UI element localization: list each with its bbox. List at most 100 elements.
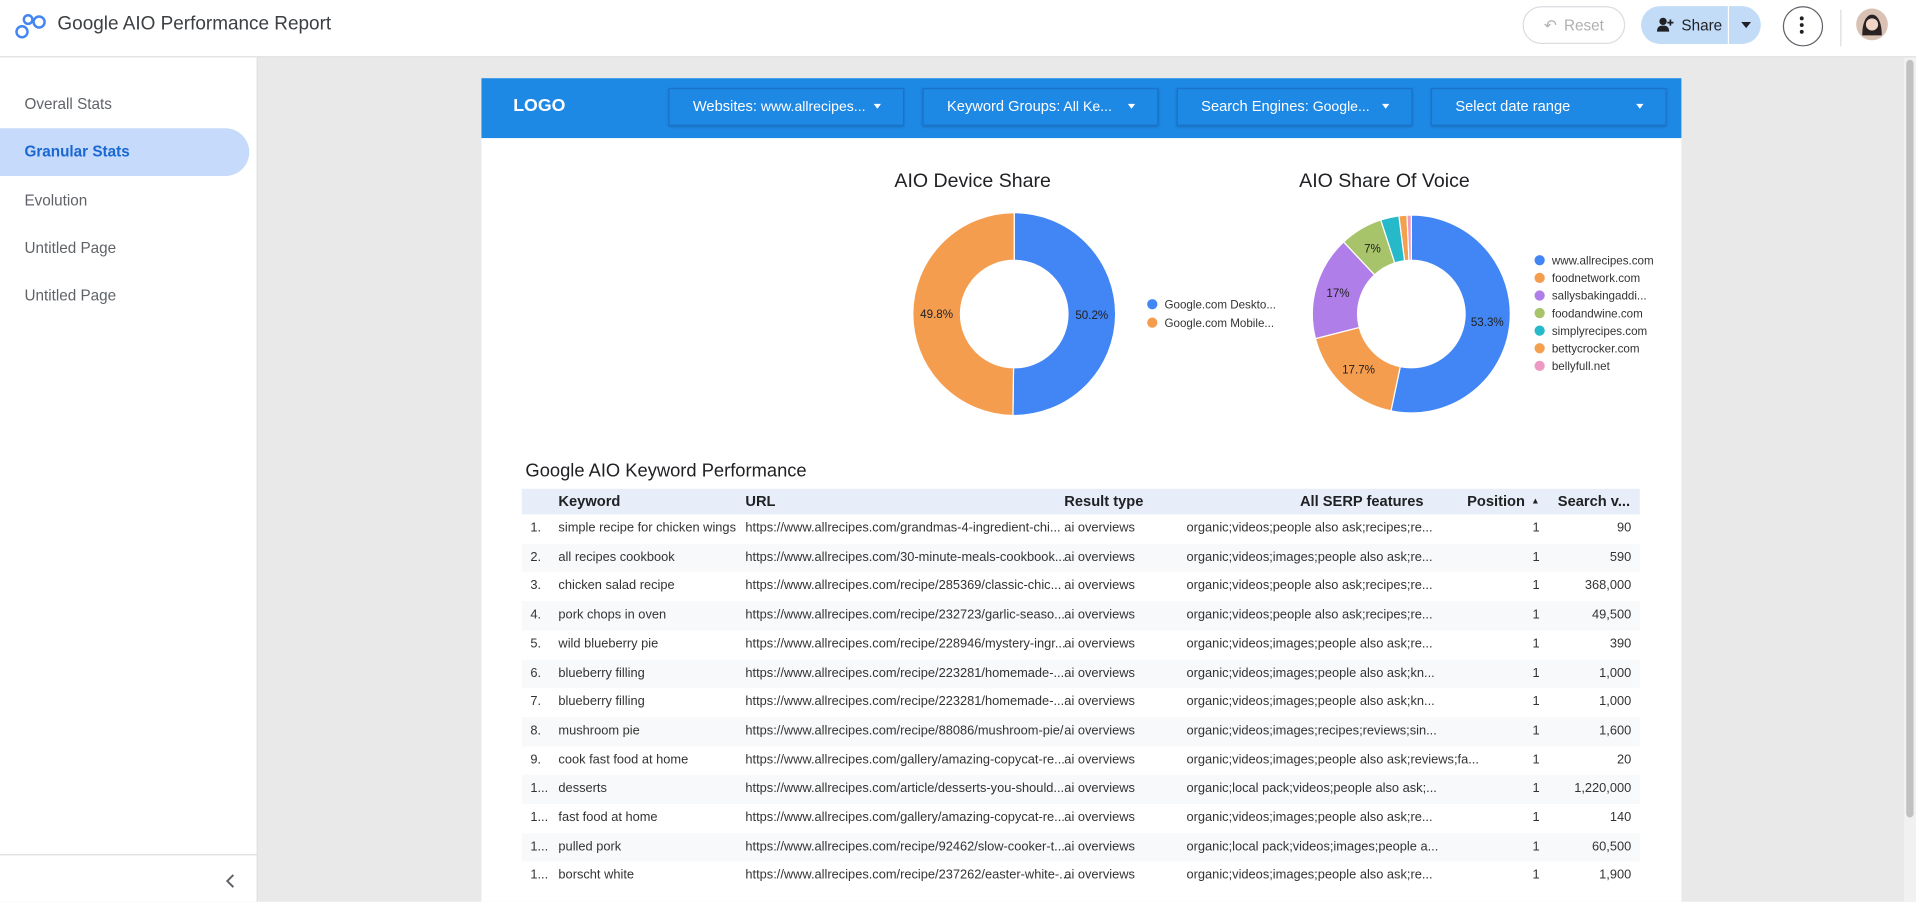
pie-slice[interactable] — [1406, 214, 1412, 261]
table-cell: ai overviews — [1064, 549, 1135, 565]
sidebar-footer — [0, 854, 257, 902]
legend-label[interactable]: Google.com Mobile... — [1165, 317, 1275, 330]
table-row[interactable]: 6. blueberry filling https://www.allrecipe… — [521, 659, 1640, 689]
legend-label[interactable]: foodnetwork.com — [1552, 272, 1640, 285]
legend-swatch — [1147, 299, 1158, 310]
table-cell: 1 — [1532, 636, 1540, 652]
table-cell: https://www.allrecipes.com/article/desse… — [745, 781, 1065, 796]
column-header[interactable]: Result type — [1064, 492, 1144, 510]
table-cell: borscht white — [558, 868, 635, 883]
table-cell: organic;videos;people also ask;recipes;r… — [1186, 578, 1433, 594]
table-row[interactable]: 1... desserts https://www.allrecipes.com/a… — [521, 775, 1640, 805]
logo: LOGO — [513, 96, 566, 117]
legend-label[interactable]: simplyrecipes.com — [1552, 325, 1647, 338]
table-cell: organic;videos;images;people also ask;re… — [1186, 752, 1479, 767]
column-header[interactable]: Position — [1467, 492, 1525, 510]
table-row[interactable]: 8. mushroom pie https://www.allrecipes.com… — [521, 717, 1640, 747]
table-cell: https://www.allrecipes.com/recipe/285369… — [745, 578, 1062, 594]
table-cell: ai overviews — [1064, 665, 1135, 681]
legend-label[interactable]: sallysbakingaddi... — [1552, 290, 1647, 303]
table-cell: organic;videos;people also ask;recipes;r… — [1186, 607, 1433, 623]
pie-slice[interactable] — [1390, 214, 1511, 414]
table-cell: cook fast food at home — [558, 752, 689, 767]
pie-slice[interactable] — [1012, 212, 1117, 417]
table-cell: 390 — [1609, 636, 1632, 652]
table-row[interactable]: 1... borscht white https://www.allrecipes.… — [521, 861, 1640, 891]
column-header[interactable]: All SERP features — [1299, 492, 1424, 510]
table-cell: 1 — [1532, 839, 1540, 854]
chart-title: AIO Share Of Voice — [1299, 170, 1470, 192]
filter-dropdown[interactable]: Select date range — [1430, 87, 1667, 126]
table-cell: https://www.allrecipes.com/recipe/223281… — [745, 665, 1065, 681]
table-row[interactable]: 1... fast food at home https://www.allreci… — [521, 804, 1640, 833]
filter-dropdown[interactable]: Keyword Groups: All Ke... — [922, 87, 1159, 126]
share-button[interactable]: Share — [1641, 6, 1761, 44]
legend-swatch — [1147, 317, 1158, 328]
table-row[interactable]: 3. chicken salad recipe https://www.allrec… — [521, 572, 1640, 602]
legend-swatch — [1534, 307, 1545, 319]
legend-label[interactable]: bellyfull.net — [1552, 360, 1611, 373]
table-row[interactable]: 1. simple recipe for chicken wings https:/… — [521, 514, 1640, 544]
table-cell: https://www.allrecipes.com/recipe/88086/… — [745, 723, 1064, 738]
share-icon — [1656, 17, 1674, 32]
pie-slice[interactable] — [912, 212, 1015, 417]
nav-item[interactable]: Untitled Page — [24, 239, 117, 257]
table-cell: ai overviews — [1064, 752, 1135, 767]
table-cell: ai overviews — [1064, 868, 1135, 883]
scrollbar[interactable] — [1903, 57, 1916, 902]
nav-item[interactable]: Evolution — [24, 191, 88, 209]
table-cell: ai overviews — [1064, 839, 1135, 854]
table-row[interactable]: 5. wild blueberry pie https://www.allrecip… — [521, 630, 1640, 660]
column-header[interactable]: Search v... — [1557, 492, 1631, 510]
app-logo — [15, 14, 46, 39]
nav-item[interactable]: Granular Stats — [0, 128, 250, 177]
table-cell: 1 — [1532, 549, 1540, 565]
table-cell: desserts — [558, 781, 607, 796]
table-row[interactable]: 7. blueberry filling https://www.allrecipe… — [521, 688, 1640, 718]
legend-swatch — [1534, 272, 1545, 284]
filter-label: Keyword Groups: — [947, 97, 1061, 115]
table-cell: 1... — [530, 810, 549, 825]
table-cell: 140 — [1609, 810, 1632, 825]
table-row[interactable]: 1... pulled pork https://www.allrecipes.co… — [521, 832, 1640, 862]
table-cell: https://www.allrecipes.com/30-minute-mea… — [745, 549, 1066, 565]
table-cell: https://www.allrecipes.com/gallery/amazi… — [745, 810, 1065, 825]
collapse-button[interactable] — [222, 872, 237, 889]
caret — [1127, 103, 1136, 109]
table-row[interactable]: 9. cook fast food at home https://www.allr… — [521, 746, 1640, 776]
table-cell: organic;local pack;videos;people also as… — [1186, 781, 1437, 796]
legend-label[interactable]: bettycrocker.com — [1552, 343, 1640, 356]
legend-swatch — [1534, 343, 1545, 354]
table-row[interactable]: 4. pork chops in oven https://www.allrecip… — [521, 601, 1640, 631]
table-cell: organic;local pack;videos;images;people … — [1186, 839, 1439, 854]
reset-button[interactable]: ↶ Reset — [1522, 6, 1626, 44]
column-header[interactable]: URL — [745, 492, 776, 510]
table-cell: 8. — [530, 723, 542, 738]
avatar[interactable] — [1856, 8, 1888, 41]
table-cell: chicken salad recipe — [558, 578, 675, 594]
caret — [1382, 103, 1390, 109]
table-row[interactable]: 2. all recipes cookbook https://www.allrec… — [521, 543, 1640, 573]
table-cell: ai overviews — [1064, 723, 1135, 738]
table-cell: 1 — [1532, 810, 1540, 825]
nav-item[interactable]: Overall Stats — [24, 95, 112, 113]
slice-label: 53.3% — [1471, 316, 1504, 329]
legend-label[interactable]: Google.com Deskto... — [1165, 299, 1276, 312]
filter-value: All Ke... — [1063, 100, 1112, 115]
legend-label[interactable]: foodandwine.com — [1552, 307, 1643, 320]
filter-dropdown[interactable]: Search Engines: Google... — [1176, 87, 1413, 126]
table-cell: 4. — [530, 607, 542, 623]
filter-dropdown[interactable]: Websites: www.allrecipes... — [668, 87, 905, 126]
table-cell: https://www.allrecipes.com/recipe/232723… — [745, 607, 1065, 623]
charts: AIO Device Share 50.2% Google.com Deskto..… — [894, 170, 1654, 417]
nav-item[interactable]: Untitled Page — [24, 287, 117, 305]
table-cell: ai overviews — [1064, 781, 1135, 796]
column-header[interactable]: Keyword — [558, 492, 621, 510]
report-canvas: LOGO Websites: www.allrecipes... Keyword … — [481, 78, 1682, 902]
legend-label[interactable]: www.allrecipes.com — [1551, 255, 1654, 268]
more-button[interactable] — [1782, 6, 1824, 47]
legend-swatch — [1534, 290, 1545, 301]
table-cell: 3. — [530, 578, 542, 594]
table-cell: simple recipe for chicken wings — [558, 520, 736, 536]
table-cell: mushroom pie — [558, 723, 640, 738]
